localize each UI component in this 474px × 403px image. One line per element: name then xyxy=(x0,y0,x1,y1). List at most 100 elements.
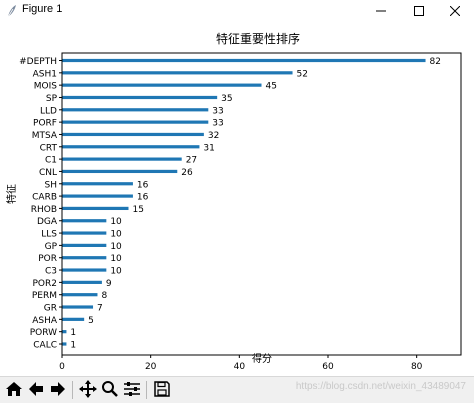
zoom-button[interactable] xyxy=(100,379,120,399)
y-tick-label: CARB xyxy=(32,193,57,203)
bar xyxy=(62,231,107,235)
pan-button[interactable] xyxy=(78,379,98,399)
y-tick-label: CALC xyxy=(33,341,57,351)
toolbar-separator xyxy=(146,381,147,399)
value-label: 26 xyxy=(181,168,193,178)
y-axis-label: 特征 xyxy=(6,184,18,204)
value-label: 16 xyxy=(137,193,149,203)
y-tick-label: LLD xyxy=(40,106,57,116)
value-label: 15 xyxy=(133,205,144,215)
bar xyxy=(62,95,218,100)
plot-frame xyxy=(61,52,462,356)
y-tick-label: C3 xyxy=(45,267,57,277)
home-button[interactable] xyxy=(4,379,24,399)
bar xyxy=(62,169,178,174)
pan-icon xyxy=(79,380,97,398)
value-label: 1 xyxy=(70,328,76,338)
x-tick-label: 60 xyxy=(322,362,334,372)
maximize-icon xyxy=(414,6,424,16)
watermark-text: https://blog.csdn.net/weixin_43489047 xyxy=(295,381,466,392)
bar xyxy=(62,182,133,186)
value-label: 33 xyxy=(212,119,223,129)
bar xyxy=(62,280,102,284)
value-label: 10 xyxy=(110,242,122,252)
bar xyxy=(62,243,107,247)
bar xyxy=(62,342,67,346)
value-label: 10 xyxy=(110,230,122,240)
figure-canvas[interactable]: 特征重要性排序 特征 得分 #DEPTH 82 ASH1 52 MOIS 45 SP 35 LL… xyxy=(0,22,474,376)
title-bar[interactable]: Figure 1 xyxy=(0,0,474,23)
bar xyxy=(62,83,262,87)
y-tick-label: GR xyxy=(44,304,57,314)
bar xyxy=(62,330,67,334)
bar xyxy=(62,206,129,211)
bar xyxy=(62,219,107,223)
y-tick-label: RHOB xyxy=(31,205,57,215)
bar xyxy=(62,256,107,260)
y-tick-label: MTSA xyxy=(32,131,58,141)
y-tick-label: CRT xyxy=(40,143,58,153)
y-tick-label: GP xyxy=(45,242,58,252)
bar xyxy=(62,194,133,198)
configure-subplots-icon xyxy=(124,382,140,396)
bar xyxy=(62,157,182,161)
bar xyxy=(62,145,200,149)
y-tick-label: DGA xyxy=(37,217,58,227)
bar xyxy=(62,268,107,272)
bar xyxy=(62,120,209,124)
save-button[interactable] xyxy=(152,379,172,399)
value-label: 9 xyxy=(106,279,112,289)
maximize-button[interactable] xyxy=(400,0,438,22)
window-title: Figure 1 xyxy=(22,3,63,15)
value-label: 1 xyxy=(70,341,76,351)
value-label: 27 xyxy=(186,156,197,166)
close-button[interactable] xyxy=(436,0,474,22)
y-tick-label: PORF xyxy=(33,119,57,129)
value-label: 31 xyxy=(203,143,214,153)
value-label: 33 xyxy=(212,106,223,116)
value-label: 35 xyxy=(221,94,232,104)
bar xyxy=(62,132,204,137)
value-label: 32 xyxy=(208,131,219,141)
y-tick-label: CNL xyxy=(39,168,57,178)
y-tick-label: #DEPTH xyxy=(19,57,57,67)
value-label: 45 xyxy=(266,82,277,92)
x-tick-label: 80 xyxy=(411,362,423,372)
bar xyxy=(62,58,426,63)
configure-subplots-button[interactable] xyxy=(122,379,142,399)
x-tick-label: 20 xyxy=(145,362,157,372)
y-tick-label: C1 xyxy=(45,156,57,166)
y-tick-label: ASH1 xyxy=(33,69,57,79)
back-arrow-icon xyxy=(29,382,43,396)
value-label: 10 xyxy=(110,254,122,264)
value-label: 10 xyxy=(110,267,122,277)
save-icon xyxy=(154,381,170,397)
x-tick-label: 40 xyxy=(234,362,246,372)
minimize-button[interactable] xyxy=(362,0,400,22)
value-label: 82 xyxy=(430,57,441,67)
x-axis-label: 得分 xyxy=(252,353,272,365)
bar xyxy=(62,317,85,321)
value-label: 5 xyxy=(88,316,94,326)
toolbar-separator xyxy=(72,381,73,399)
y-tick-label: SH xyxy=(45,180,57,190)
y-tick-label: SP xyxy=(46,94,58,104)
minimize-icon xyxy=(376,10,386,12)
y-tick-label: PORW xyxy=(30,328,57,338)
bar xyxy=(62,108,209,112)
y-tick-label: ASHA xyxy=(32,316,58,326)
value-label: 7 xyxy=(97,304,103,314)
bar xyxy=(62,293,98,297)
back-button[interactable] xyxy=(26,379,46,399)
y-tick-label: POR xyxy=(38,254,57,264)
x-tick-label: 0 xyxy=(59,362,65,372)
forward-button[interactable] xyxy=(48,379,68,399)
home-icon xyxy=(6,382,22,396)
chart-title: 特征重要性排序 xyxy=(216,31,300,46)
forward-arrow-icon xyxy=(51,382,65,396)
close-icon xyxy=(450,6,460,16)
bar xyxy=(62,71,293,75)
y-tick-label: LLS xyxy=(41,230,57,240)
value-label: 8 xyxy=(101,291,107,301)
y-tick-label: PERM xyxy=(32,291,57,301)
